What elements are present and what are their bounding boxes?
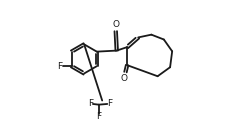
Text: F: F	[57, 62, 62, 71]
Text: F: F	[107, 99, 112, 108]
Text: F: F	[96, 112, 101, 121]
Text: F: F	[88, 99, 93, 108]
Text: O: O	[112, 20, 119, 29]
Text: O: O	[120, 74, 127, 83]
